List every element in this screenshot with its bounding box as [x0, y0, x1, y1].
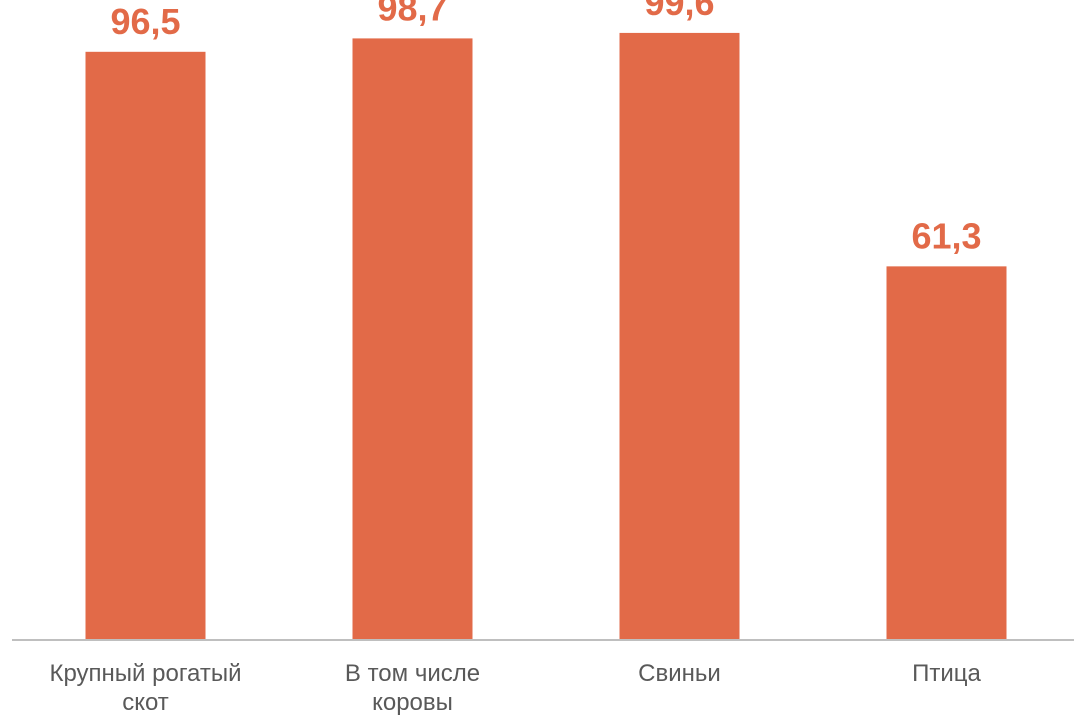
bar-4	[886, 266, 1007, 640]
category-label-line: Птица	[912, 660, 981, 687]
value-label-3: 99,6	[644, 0, 714, 23]
value-label-2: 98,7	[377, 0, 447, 28]
category-label-line: Крупный рогатый	[49, 660, 241, 687]
category-label-3: Свиньи	[638, 660, 721, 687]
bar-3	[619, 32, 740, 640]
category-label-1: Крупный рогатый скот	[49, 660, 241, 716]
category-labels-group: Крупный рогатый скот В том числе коровы Свин…	[49, 660, 981, 716]
bar-2	[352, 38, 473, 640]
category-label-4: Птица	[912, 660, 981, 687]
category-label-2: В том числе коровы	[345, 660, 480, 716]
category-label-line: Свиньи	[638, 660, 721, 687]
bar-1	[85, 51, 206, 641]
value-label-4: 61,3	[911, 215, 981, 256]
category-label-line: В том числе	[345, 660, 480, 687]
value-label-1: 96,5	[110, 1, 180, 42]
bars-group	[85, 32, 1007, 641]
category-label-line: коровы	[372, 689, 453, 716]
value-labels-group: 96,5 98,7 99,6 61,3	[110, 0, 981, 256]
category-label-line: скот	[122, 689, 169, 716]
